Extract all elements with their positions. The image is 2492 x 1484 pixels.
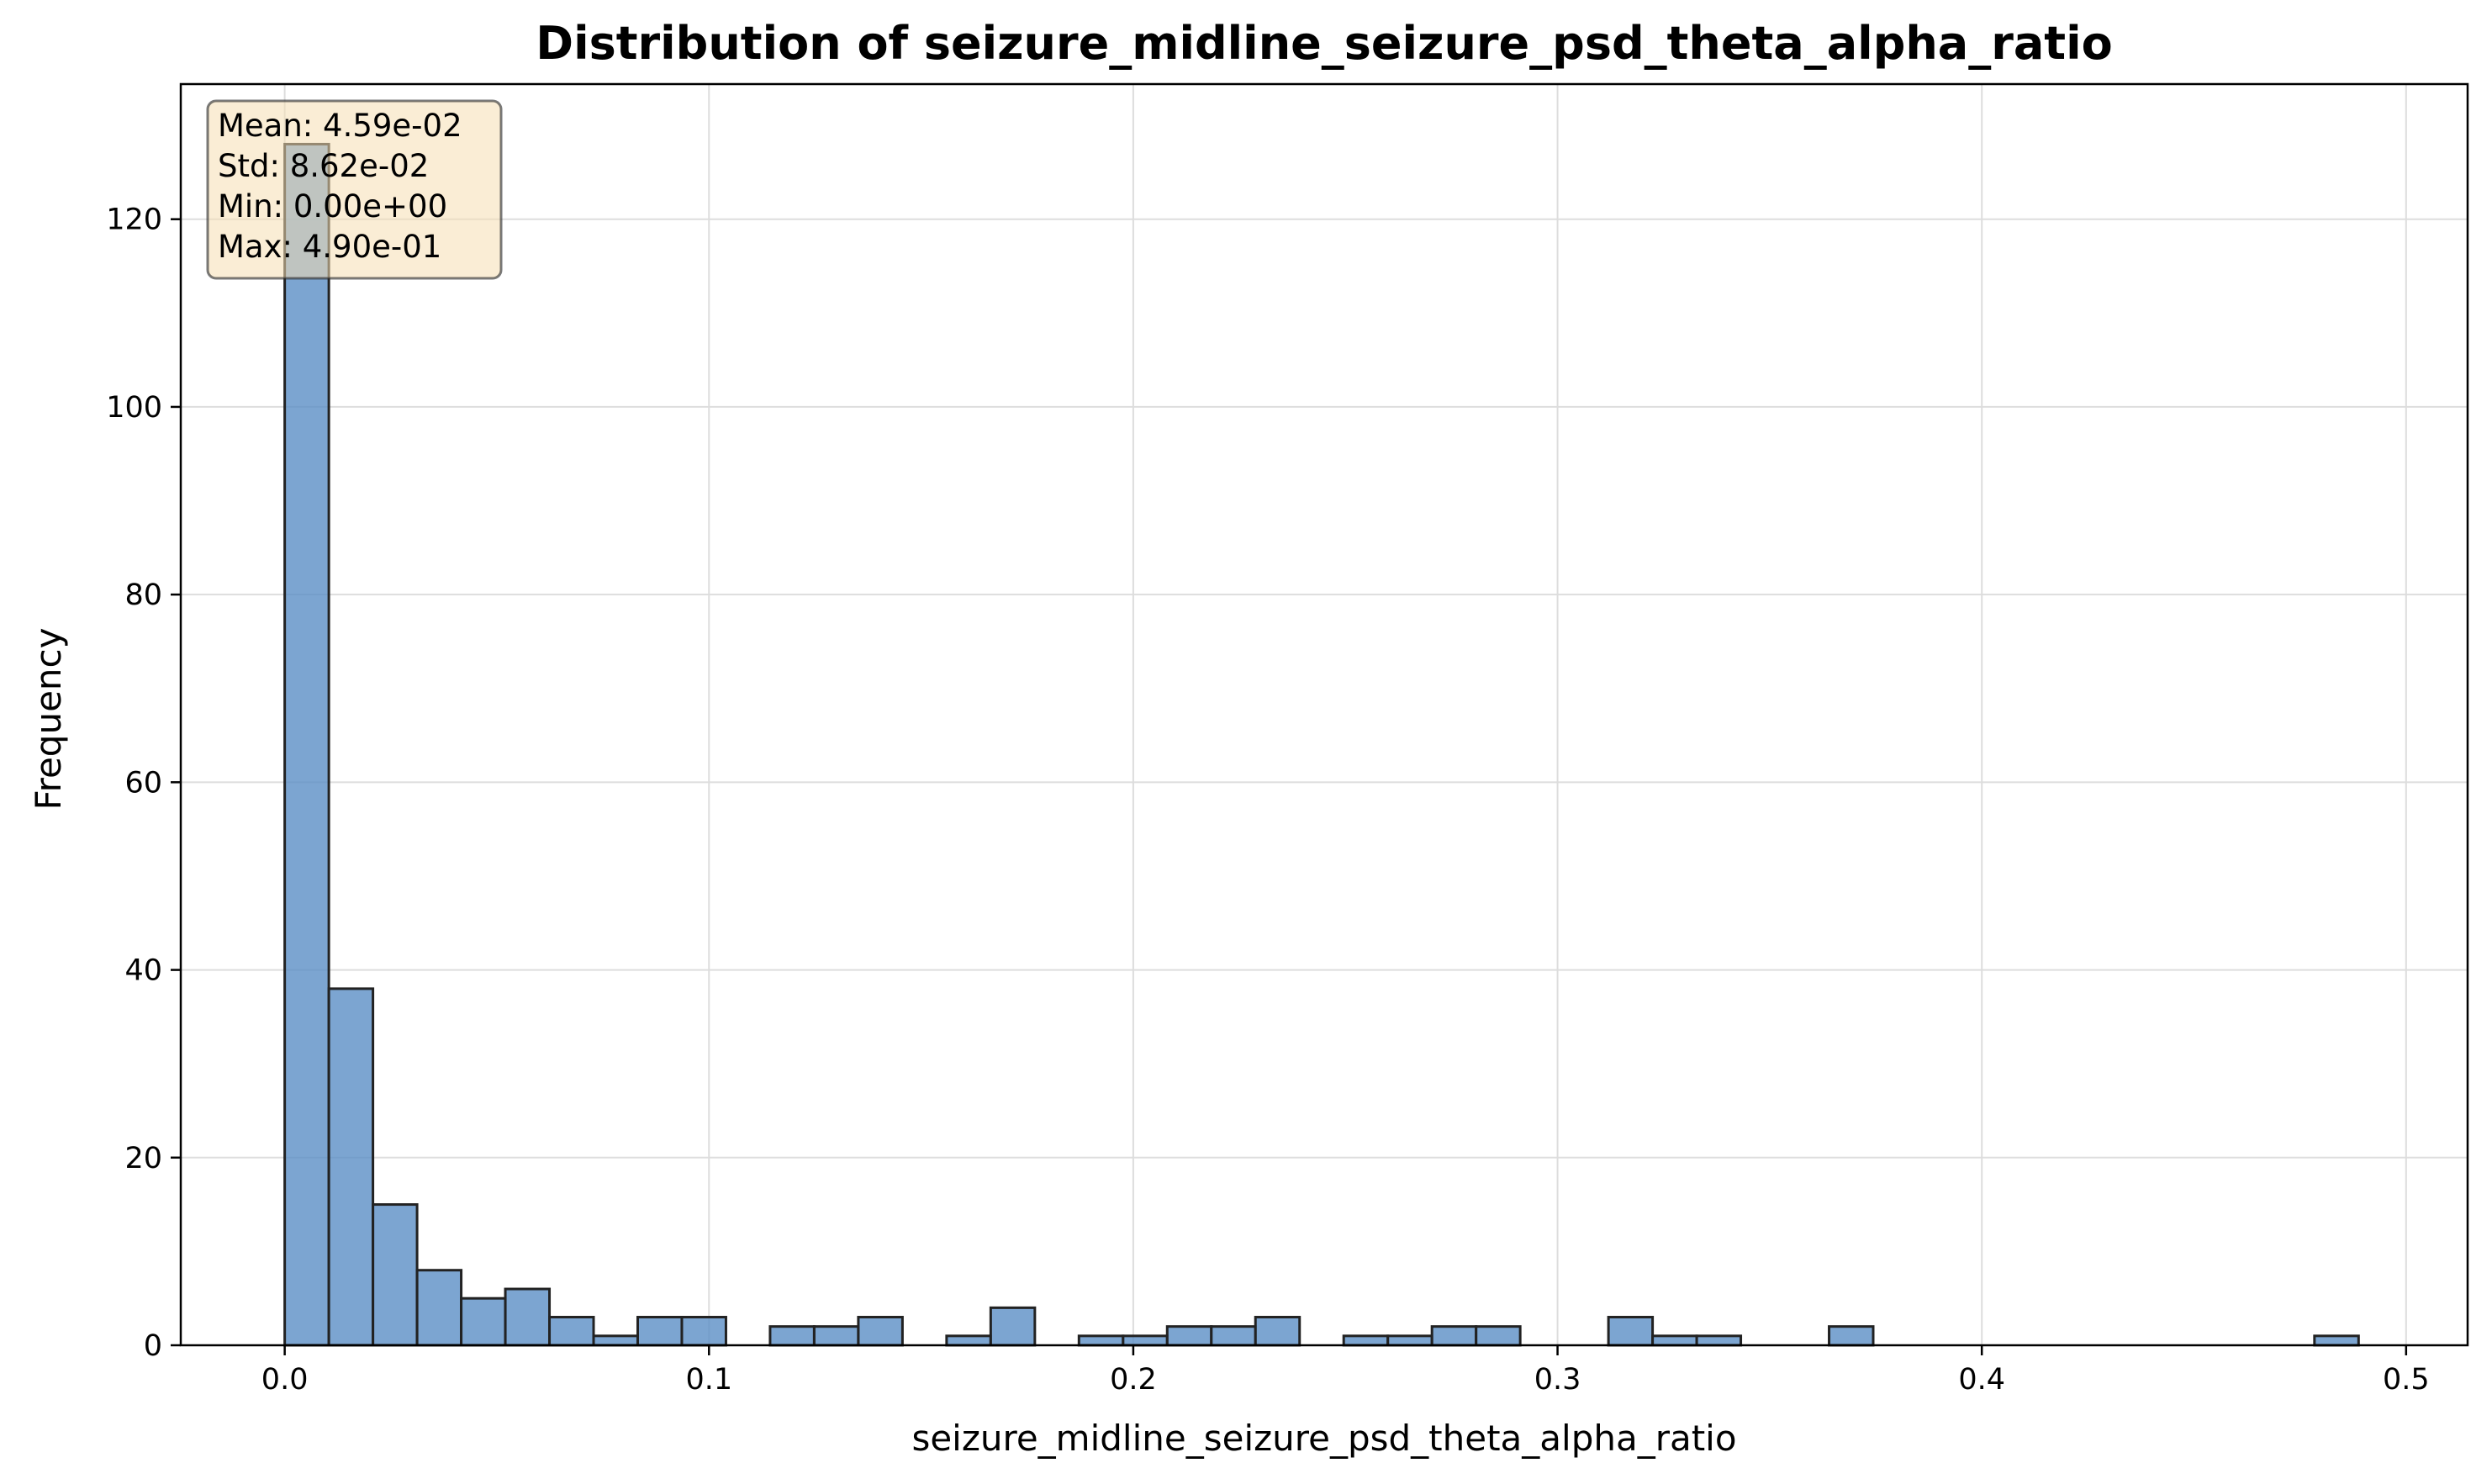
y-tick-label: 40 bbox=[124, 954, 162, 988]
stats-box: Mean: 4.59e-02 Std: 8.62e-02 Min: 0.00e+… bbox=[206, 99, 503, 280]
axis-ticks: 0.0 0.1 0.2 0.3 0.4 0.5 0 20 40 60 80 100 120 bbox=[106, 203, 2429, 1397]
histogram-bar bbox=[1475, 1325, 1522, 1347]
x-tick-label: 0.4 bbox=[1958, 1363, 2005, 1397]
stats-std: Std: 8.62e-02 bbox=[218, 148, 429, 184]
histogram-bar bbox=[1386, 1334, 1433, 1347]
histogram-bar bbox=[945, 1334, 992, 1347]
histogram-bar bbox=[504, 1287, 552, 1347]
x-tick-label: 0.5 bbox=[2383, 1363, 2430, 1397]
histogram-bar bbox=[327, 987, 375, 1347]
histogram-bar bbox=[1607, 1316, 1655, 1347]
y-axis-label: Frequency bbox=[28, 628, 69, 811]
y-tick-label: 60 bbox=[124, 766, 162, 800]
y-tick-label: 120 bbox=[106, 203, 162, 237]
histogram-bar bbox=[1430, 1325, 1478, 1347]
histogram-bar bbox=[636, 1316, 684, 1347]
y-tick-label: 0 bbox=[144, 1329, 162, 1363]
histogram-bar bbox=[1077, 1334, 1125, 1347]
histogram-bar bbox=[812, 1325, 860, 1347]
y-tick-label: 80 bbox=[124, 578, 162, 612]
x-tick-label: 0.1 bbox=[685, 1363, 732, 1397]
histogram-bar bbox=[415, 1269, 463, 1347]
histogram-bar bbox=[283, 142, 330, 1347]
histogram-bar bbox=[460, 1297, 507, 1347]
histogram-bar bbox=[372, 1203, 419, 1347]
histogram-bar bbox=[592, 1334, 639, 1347]
histogram-bar bbox=[1651, 1334, 1698, 1347]
stats-max: Max: 4.90e-01 bbox=[218, 229, 441, 265]
histogram-bar bbox=[1828, 1325, 1875, 1347]
histogram-bar bbox=[1342, 1334, 1390, 1347]
y-tick-label: 20 bbox=[124, 1142, 162, 1175]
histogram-bar bbox=[857, 1316, 904, 1347]
histogram-bar bbox=[2313, 1334, 2360, 1347]
histogram-bar bbox=[768, 1325, 816, 1347]
histogram-bar bbox=[1210, 1325, 1257, 1347]
x-tick-label: 0.2 bbox=[1110, 1363, 1157, 1397]
histogram-bar bbox=[1254, 1316, 1301, 1347]
histogram-bar bbox=[1165, 1325, 1213, 1347]
histogram-bars bbox=[283, 142, 2360, 1347]
y-tick-label: 100 bbox=[106, 391, 162, 425]
histogram-bar bbox=[1122, 1334, 1169, 1347]
plot-frame bbox=[179, 82, 2469, 1347]
x-axis-label: seizure_midline_seizure_psd_theta_alpha_… bbox=[911, 1418, 1736, 1459]
x-tick-label: 0.0 bbox=[261, 1363, 309, 1397]
stats-box-background bbox=[206, 99, 503, 280]
histogram-bar bbox=[548, 1316, 595, 1347]
x-tick-label: 0.3 bbox=[1534, 1363, 1581, 1397]
histogram-bar bbox=[680, 1316, 727, 1347]
stats-min: Min: 0.00e+00 bbox=[218, 188, 447, 224]
histogram-bar bbox=[1695, 1334, 1743, 1347]
histogram-bar bbox=[989, 1306, 1037, 1347]
stats-mean: Mean: 4.59e-02 bbox=[218, 108, 462, 144]
chart-title: Distribution of seizure_midline_seizure_… bbox=[536, 17, 2112, 70]
